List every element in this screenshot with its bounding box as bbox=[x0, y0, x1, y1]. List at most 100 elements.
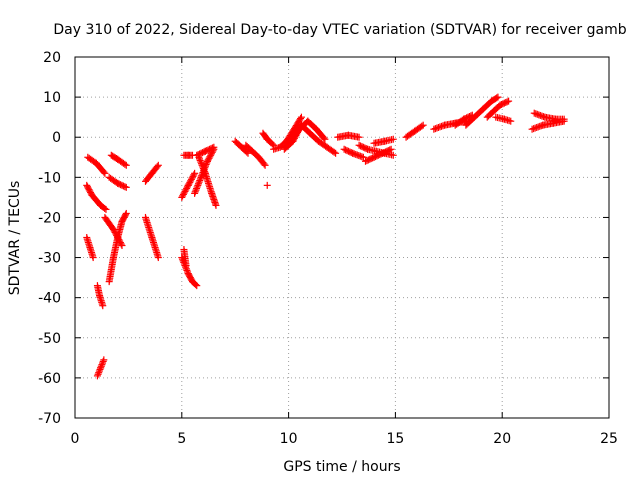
axis-ticks bbox=[74, 56, 610, 419]
x-tick-label: 10 bbox=[280, 431, 298, 447]
data-point bbox=[191, 189, 199, 197]
data-point bbox=[505, 97, 513, 105]
data-point bbox=[205, 154, 213, 162]
data-point bbox=[203, 157, 211, 165]
data-point bbox=[196, 156, 204, 164]
data-point bbox=[118, 242, 126, 250]
data-point bbox=[261, 161, 269, 169]
data-point bbox=[99, 359, 107, 367]
x-axis-label: GPS time / hours bbox=[283, 459, 400, 475]
data-point bbox=[194, 181, 202, 189]
data-point bbox=[182, 186, 190, 194]
data-point bbox=[190, 171, 198, 179]
data-point bbox=[183, 183, 191, 191]
data-point bbox=[154, 161, 162, 169]
data-point bbox=[387, 145, 395, 153]
data-point bbox=[297, 115, 305, 123]
data-point bbox=[188, 174, 196, 182]
data-point bbox=[101, 204, 109, 212]
data-point bbox=[347, 149, 355, 157]
y-tick-label: -10 bbox=[38, 170, 61, 186]
y-tick-label: -70 bbox=[38, 411, 61, 427]
data-point bbox=[97, 362, 105, 370]
data-point bbox=[193, 282, 201, 290]
data-point bbox=[191, 169, 199, 177]
data-point bbox=[362, 145, 370, 153]
data-point bbox=[199, 165, 207, 173]
data-point bbox=[186, 178, 194, 186]
data-point bbox=[193, 183, 201, 191]
data-point bbox=[321, 135, 329, 143]
data-point bbox=[355, 133, 363, 141]
data-point bbox=[122, 161, 130, 169]
data-point bbox=[122, 183, 130, 191]
data-point bbox=[212, 201, 220, 209]
data-point bbox=[121, 183, 129, 191]
data-point bbox=[185, 180, 193, 188]
data-point bbox=[192, 186, 200, 194]
data-point bbox=[196, 175, 204, 183]
data-point bbox=[183, 184, 191, 192]
y-tick-label: -20 bbox=[38, 210, 61, 226]
data-point bbox=[187, 177, 195, 185]
data-point bbox=[332, 149, 340, 157]
data-point bbox=[154, 254, 162, 262]
data-point bbox=[100, 356, 108, 364]
data-point bbox=[196, 177, 204, 185]
x-tick-label: 25 bbox=[600, 431, 618, 447]
data-point bbox=[297, 113, 305, 121]
data-point bbox=[184, 181, 192, 189]
y-tick-label: -30 bbox=[38, 251, 61, 267]
data-point bbox=[178, 193, 186, 201]
y-tick-label: -60 bbox=[38, 371, 61, 387]
chart-title: Day 310 of 2022, Sidereal Day-to-day VTE… bbox=[53, 22, 626, 38]
data-point bbox=[95, 367, 103, 375]
data-point bbox=[320, 134, 328, 142]
data-point bbox=[180, 189, 188, 197]
data-point bbox=[197, 160, 205, 168]
data-point bbox=[419, 121, 427, 129]
data-point bbox=[101, 169, 109, 177]
data-point bbox=[260, 160, 268, 168]
y-axis-label: SDTVAR / TECUs bbox=[7, 181, 23, 296]
data-point bbox=[203, 159, 211, 167]
x-tick-label: 5 bbox=[177, 431, 186, 447]
data-point bbox=[195, 178, 203, 186]
data-point bbox=[183, 266, 191, 274]
data-point bbox=[193, 185, 201, 193]
x-tick-label: 0 bbox=[71, 431, 80, 447]
grid-lines bbox=[75, 57, 609, 418]
data-point bbox=[210, 143, 218, 151]
data-point bbox=[182, 262, 190, 270]
data-point bbox=[179, 190, 187, 198]
data-point bbox=[359, 153, 367, 161]
data-point bbox=[122, 209, 130, 217]
data-point bbox=[197, 173, 205, 181]
data-point bbox=[93, 372, 101, 380]
data-point bbox=[153, 163, 161, 171]
data-point bbox=[206, 153, 214, 161]
y-tick-label: -40 bbox=[38, 291, 61, 307]
data-point bbox=[102, 205, 110, 213]
data-point bbox=[95, 369, 103, 377]
data-point bbox=[386, 146, 394, 154]
data-point bbox=[197, 158, 205, 166]
y-tick-label: -50 bbox=[38, 331, 61, 347]
data-point bbox=[181, 187, 189, 195]
data-point bbox=[263, 181, 271, 189]
data-point bbox=[94, 370, 102, 378]
data-point bbox=[198, 172, 206, 180]
data-point bbox=[192, 281, 200, 289]
data-point bbox=[198, 161, 206, 169]
data-point bbox=[100, 168, 108, 176]
data-point bbox=[201, 168, 209, 176]
data-point bbox=[200, 166, 208, 174]
data-point bbox=[89, 254, 97, 262]
data-points bbox=[83, 93, 568, 380]
data-point bbox=[96, 365, 104, 373]
y-tick-label: 0 bbox=[52, 130, 61, 146]
data-point bbox=[184, 268, 192, 276]
data-point bbox=[208, 144, 216, 152]
x-tick-label: 15 bbox=[386, 431, 404, 447]
